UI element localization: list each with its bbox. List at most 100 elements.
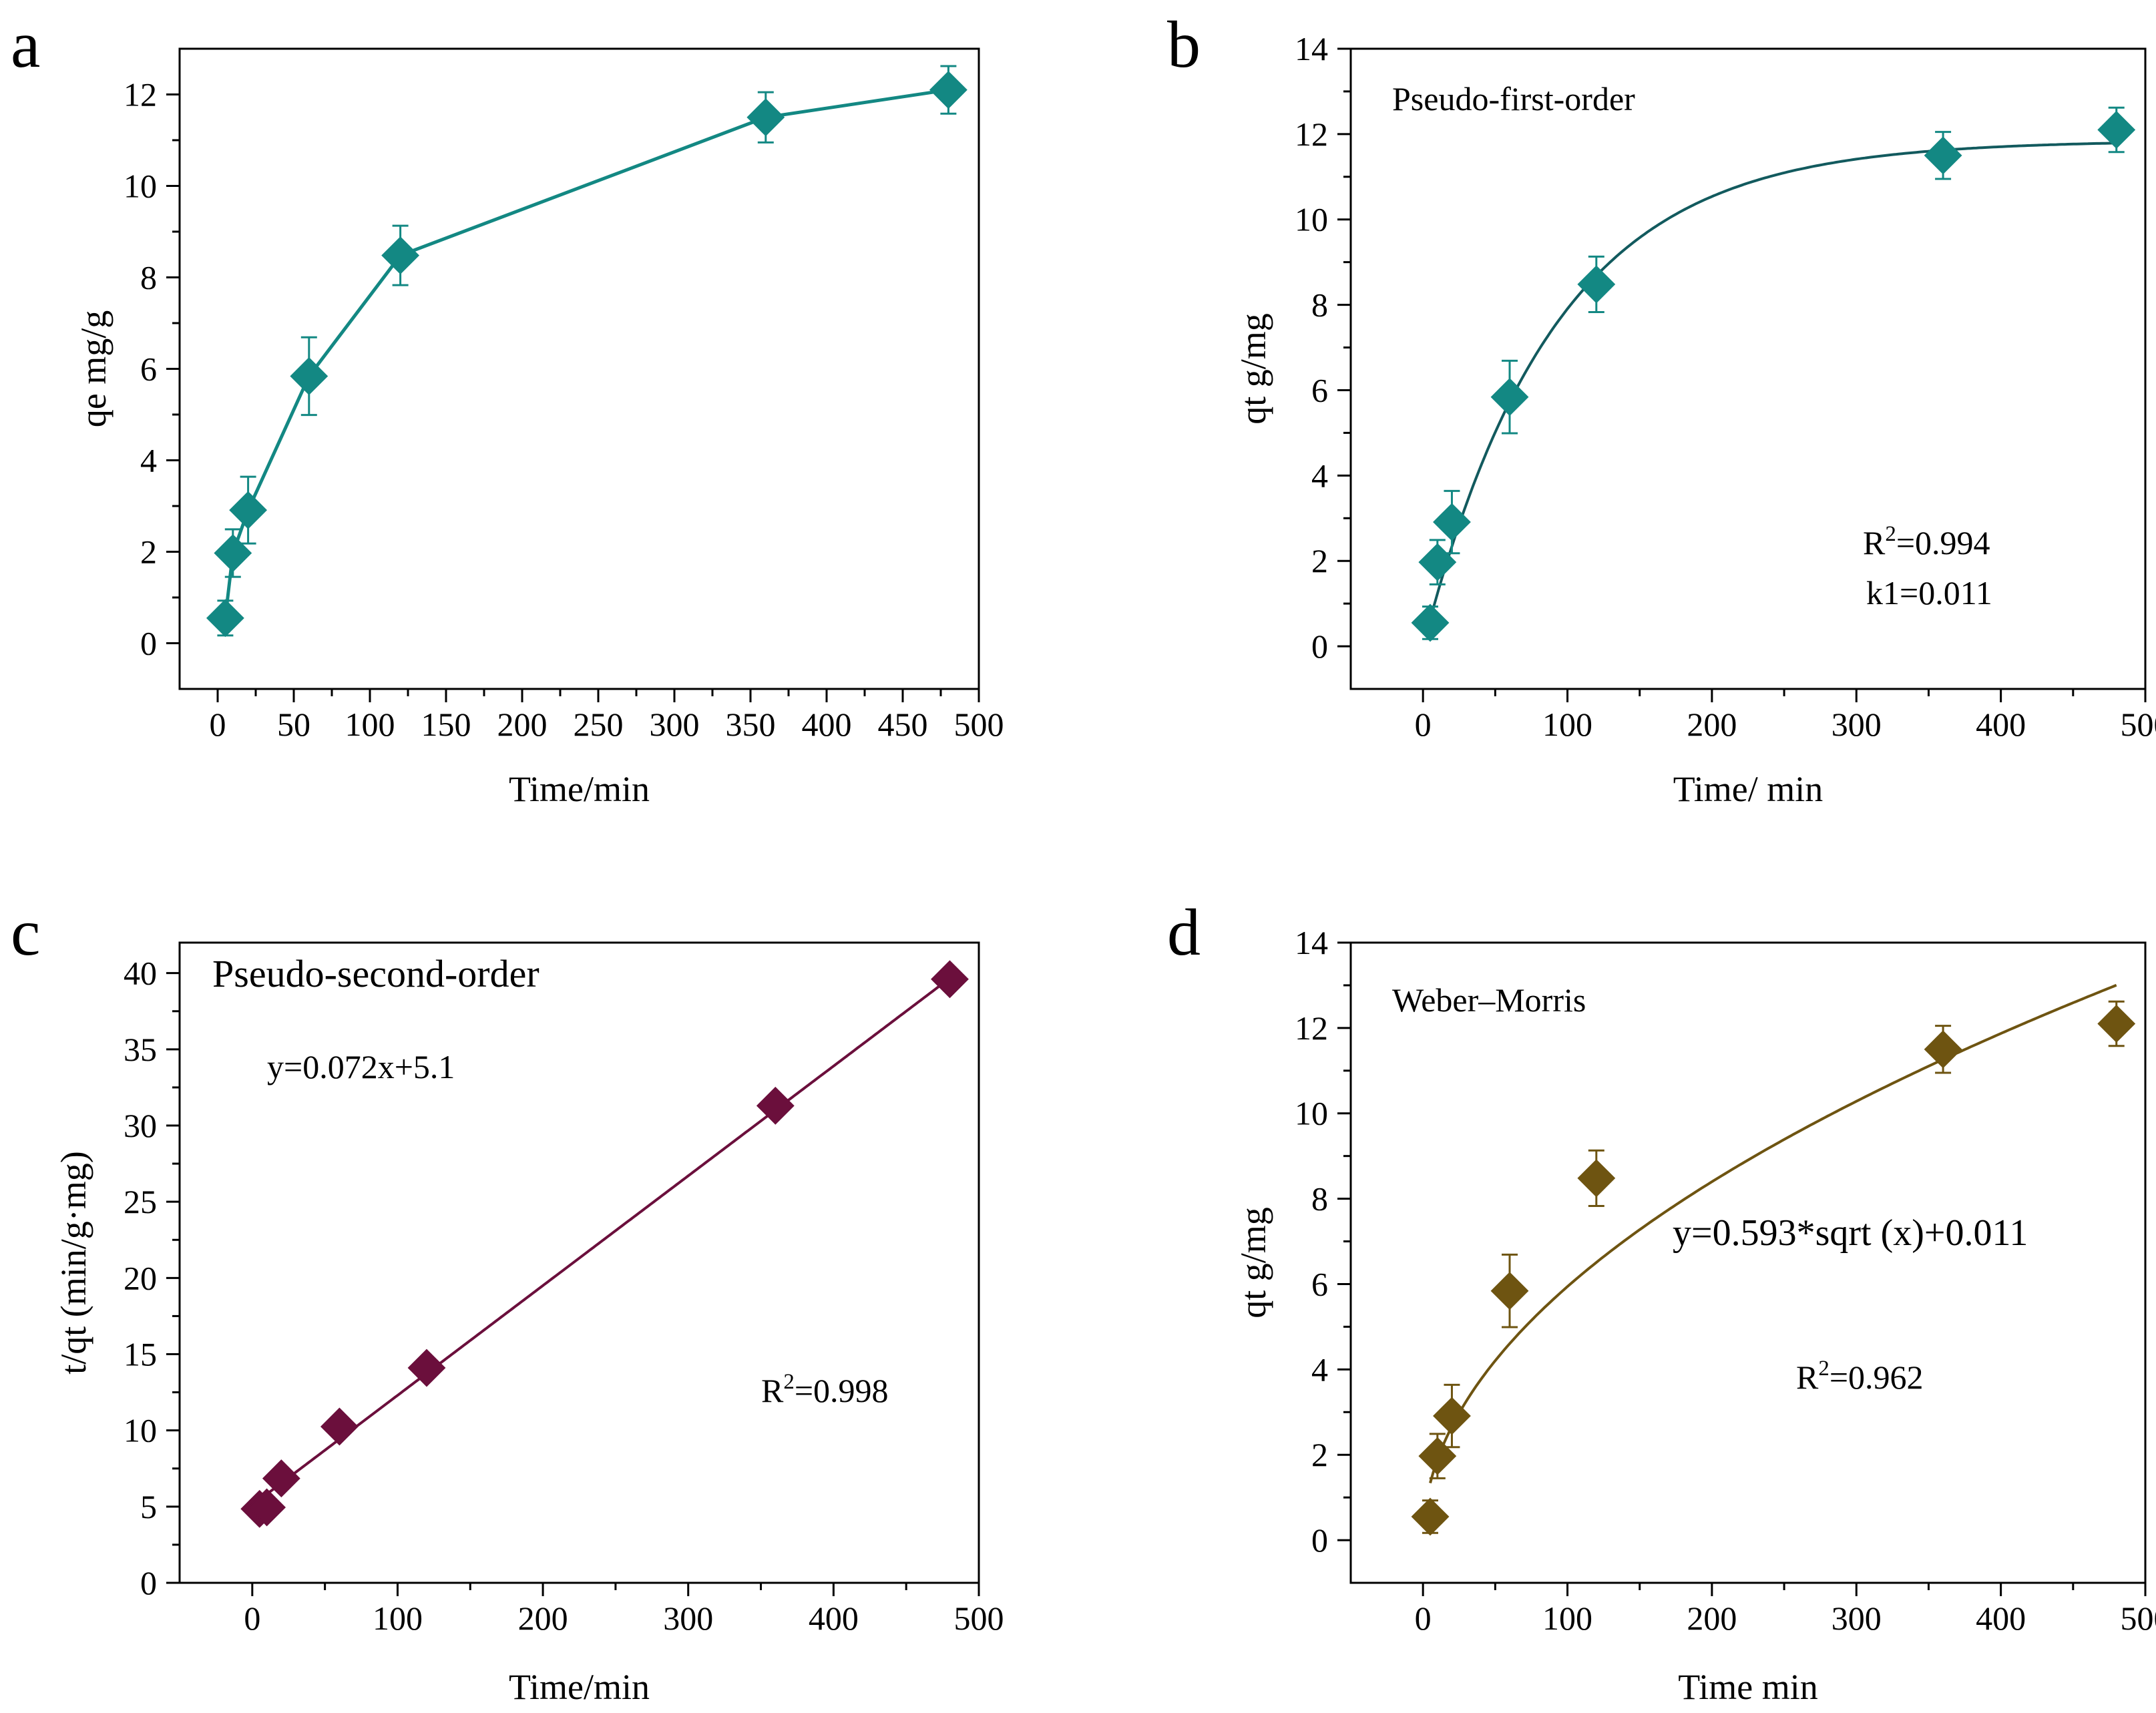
y-tick-label: 20 xyxy=(124,1259,157,1296)
y-tick-label: 14 xyxy=(1295,30,1328,67)
data-point xyxy=(1924,136,1962,175)
data-point xyxy=(1418,1437,1457,1475)
data-point xyxy=(1577,1159,1616,1198)
y-tick-label: 2 xyxy=(1311,1436,1328,1473)
x-tick-label: 400 xyxy=(1976,706,2026,743)
y-tick-label: 30 xyxy=(124,1107,157,1144)
plot-frame-b xyxy=(1349,47,2147,690)
y-axis-title-d: qt g/mg xyxy=(1233,1207,1273,1318)
x-tick-label: 300 xyxy=(1831,706,1882,743)
y-tick-label: 4 xyxy=(140,442,157,479)
x-tick-label: 400 xyxy=(802,706,852,743)
x-tick-label: 200 xyxy=(497,706,548,743)
x-tick-label: 300 xyxy=(1831,1600,1882,1637)
panel-letter-b: b xyxy=(1167,7,1201,81)
data-point xyxy=(407,1349,446,1387)
data-point xyxy=(2097,111,2136,149)
annotation-model-d: Weber–Morris xyxy=(1392,981,1586,1019)
annotation-r2-b: R2=0.994 xyxy=(1863,522,1990,561)
annotation-r2-c: R2=0.998 xyxy=(761,1370,889,1409)
data-point xyxy=(1418,543,1457,581)
y-tick-label: 0 xyxy=(1311,1521,1328,1559)
fit-curve-b xyxy=(1429,142,2117,620)
x-tick-label: 500 xyxy=(2121,706,2156,743)
y-tick-label: 10 xyxy=(1295,1095,1328,1132)
y-tick-label: 10 xyxy=(1295,201,1328,238)
panel-letter-a: a xyxy=(11,7,40,81)
x-axis-title-d: Time min xyxy=(1678,1667,1818,1707)
x-tick-label: 300 xyxy=(650,706,700,743)
y-tick-label: 12 xyxy=(124,76,157,113)
panel-d: d 0 100 200 300 400 500 0 2 4 6 8 10 12 14 Time min qt g… xyxy=(1167,895,2156,1707)
annotation-r2-d: R2=0.962 xyxy=(1796,1357,1924,1396)
x-tick-label: 250 xyxy=(574,706,624,743)
data-point xyxy=(1490,1272,1529,1310)
data-point xyxy=(1577,265,1616,304)
panel-a: a 0 50 100 150 200 250 300 350 400 450 500 0 2 4 6 8 10 12… xyxy=(11,7,1004,809)
annotation-model-b: Pseudo-first-order xyxy=(1392,80,1635,117)
data-point xyxy=(1433,1397,1471,1435)
annotation-k-b: k1=0.011 xyxy=(1866,574,1992,611)
annotation-equation-d: y=0.593*sqrt (x)+0.011 xyxy=(1673,1212,2028,1254)
y-tick-label: 14 xyxy=(1295,924,1328,961)
y-tick-label: 2 xyxy=(1311,542,1328,579)
data-point xyxy=(756,1086,795,1125)
annotation-equation-c: y=0.072x+5.1 xyxy=(267,1048,455,1085)
data-point xyxy=(290,357,329,395)
x-tick-label: 500 xyxy=(954,1600,1004,1637)
y-axis-title-c: t/qt (min/g·mg) xyxy=(53,1151,93,1374)
data-point xyxy=(746,98,785,137)
y-tick-label: 0 xyxy=(1311,628,1328,665)
x-axis-title-a: Time/min xyxy=(509,769,650,809)
panel-letter-c: c xyxy=(11,895,40,969)
y-tick-label: 8 xyxy=(1311,286,1328,324)
plot-frame-c xyxy=(178,941,980,1584)
y-tick-label: 12 xyxy=(1295,1009,1328,1047)
y-tick-label: 40 xyxy=(124,955,157,992)
x-tick-label: 0 xyxy=(1415,706,1432,743)
plot-frame-d xyxy=(1349,941,2147,1584)
y-tick-label: 6 xyxy=(140,350,157,388)
y-tick-label: 0 xyxy=(140,1564,157,1602)
data-point xyxy=(320,1407,359,1446)
y-tick-label: 35 xyxy=(124,1031,157,1068)
data-point xyxy=(206,599,244,638)
y-tick-label: 4 xyxy=(1311,1351,1328,1388)
y-tick-label: 10 xyxy=(124,168,157,205)
x-axis-title-b: Time/ min xyxy=(1673,769,1823,809)
x-tick-label: 0 xyxy=(210,706,226,743)
x-tick-label: 200 xyxy=(1687,706,1737,743)
data-point xyxy=(1924,1030,1962,1069)
y-tick-label: 4 xyxy=(1311,457,1328,494)
x-tick-label: 450 xyxy=(878,706,928,743)
fit-curve-c xyxy=(258,977,951,1501)
data-point xyxy=(2097,1005,2136,1043)
x-tick-label: 0 xyxy=(244,1600,260,1637)
data-point xyxy=(262,1459,300,1498)
data-point xyxy=(929,71,967,109)
y-tick-label: 0 xyxy=(140,625,157,662)
x-tick-label: 100 xyxy=(1542,1600,1592,1637)
data-point xyxy=(229,491,268,529)
x-tick-label: 100 xyxy=(1542,706,1592,743)
data-point xyxy=(1411,1497,1450,1536)
data-point xyxy=(931,960,969,999)
y-tick-label: 6 xyxy=(1311,371,1328,409)
y-tick-label: 25 xyxy=(124,1183,157,1220)
fit-curve-d xyxy=(1429,983,2117,1484)
x-tick-label: 400 xyxy=(809,1600,859,1637)
x-axis-title-c: Time/min xyxy=(509,1667,650,1707)
data-point xyxy=(381,236,420,275)
y-tick-label: 5 xyxy=(140,1488,157,1525)
annotation-model-c: Pseudo-second-order xyxy=(212,952,540,995)
data-point xyxy=(248,1488,286,1527)
y-axis-title-a: qe mg/g xyxy=(73,310,114,427)
x-tick-label: 300 xyxy=(663,1600,713,1637)
y-tick-label: 12 xyxy=(1295,115,1328,153)
y-axis-title-b: qt g/mg xyxy=(1233,313,1273,425)
panel-b: b 0 100 200 300 400 500 0 2 4 6 8 10 12 14 Time/ min qt … xyxy=(1167,7,2156,809)
x-tick-label: 150 xyxy=(421,706,471,743)
y-tick-label: 8 xyxy=(140,259,157,296)
